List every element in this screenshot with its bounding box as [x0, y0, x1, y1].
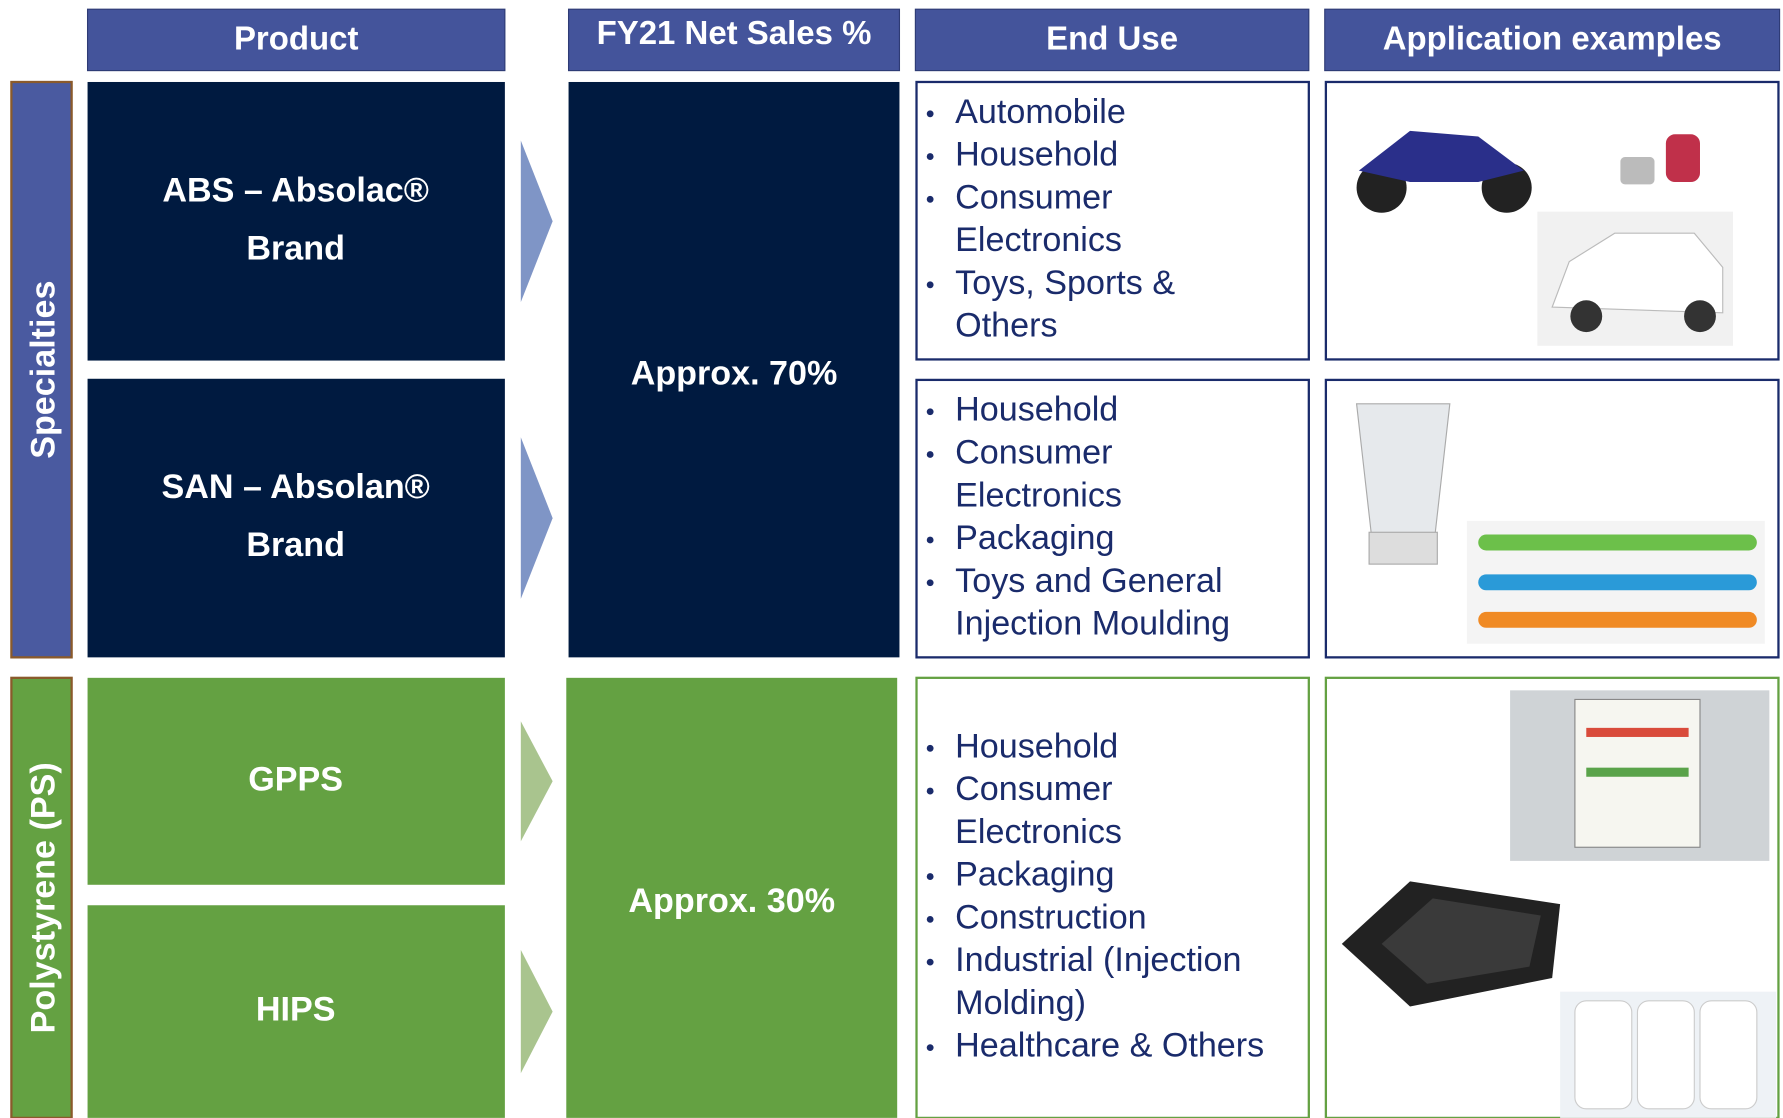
header-cell [914, 8, 1310, 72]
bullet [926, 873, 934, 881]
header-text: End Use [1046, 20, 1178, 57]
end-use-box [915, 80, 1310, 361]
end-use-box [915, 676, 1310, 1118]
bullet [926, 579, 934, 587]
arrow [520, 949, 553, 1074]
mixer-image [1620, 134, 1700, 185]
header-text: Product [234, 20, 359, 57]
product-cell [87, 677, 505, 885]
product-cell [87, 81, 505, 361]
end-use-item: Packaging [955, 856, 1114, 894]
end-use-item: Consumer [955, 770, 1112, 808]
product-name: ABS – Absolac® [162, 171, 428, 209]
bullet [926, 787, 934, 795]
group-side [10, 676, 73, 1118]
group-label: Polystyrene (PS) [25, 762, 63, 1033]
end-use-item: Injection Moulding [955, 605, 1230, 643]
bullet [926, 1044, 934, 1052]
product-name: Brand [246, 526, 345, 564]
end-use-item: Construction [955, 898, 1146, 936]
end-use-item: Electronics [955, 221, 1122, 259]
bullet [926, 408, 934, 416]
arrow [520, 721, 553, 842]
group-label: Specialties [25, 281, 63, 459]
end-use-item: Household [955, 136, 1118, 174]
bullet [926, 195, 934, 203]
header-text: FY21 Net Sales % [597, 14, 872, 51]
fridge-image [1510, 690, 1770, 861]
end-use-item: Consumer [955, 178, 1112, 216]
product-name: SAN – Absolan® [161, 468, 429, 506]
product-images [1341, 130, 1777, 1118]
bullet [926, 281, 934, 289]
net-sales: Approx. 30% [628, 882, 835, 920]
end-use-item: Electronics [955, 476, 1122, 514]
end-use-item: Automobile [955, 93, 1126, 131]
product-cell [87, 905, 505, 1118]
end-use-item: Household [955, 727, 1118, 765]
arrow [520, 437, 553, 599]
net-sales-cell [568, 81, 900, 658]
end-use-item: Household [955, 391, 1118, 429]
arrow [520, 140, 553, 303]
bullet [926, 536, 934, 544]
header-cell [567, 8, 901, 72]
cups-image [1560, 991, 1777, 1118]
product-cell [87, 378, 505, 658]
header-cell [1324, 8, 1781, 72]
end-use-item: Molding) [955, 984, 1086, 1022]
net-sales: Approx. 70% [631, 354, 838, 392]
bullet [926, 451, 934, 458]
product-name: HIPS [256, 991, 336, 1029]
bullet [926, 110, 934, 118]
bullet [926, 744, 934, 752]
bullet [926, 915, 934, 923]
end-use-item: Toys, Sports & [955, 264, 1175, 302]
group-side [10, 80, 73, 659]
bullet [926, 153, 934, 160]
header-cell [86, 8, 506, 72]
end-use-item: Toys and General [955, 562, 1222, 600]
net-sales-cell [566, 677, 898, 1118]
bullet [926, 958, 934, 966]
car-image [1537, 211, 1733, 346]
motorcycle-image [1356, 130, 1532, 213]
end-use-item: Packaging [955, 519, 1114, 557]
product-name: Brand [246, 229, 345, 267]
tray-image [1341, 881, 1561, 1007]
end-use-item: Industrial (Injection [955, 941, 1241, 979]
end-use-box [915, 378, 1310, 659]
product-name: GPPS [248, 760, 343, 798]
pens-image [1466, 520, 1765, 644]
end-use-item: Others [955, 307, 1057, 345]
end-use-item: Healthcare & Others [955, 1027, 1264, 1065]
header-text: Application examples [1383, 20, 1722, 57]
end-use-item: Consumer [955, 434, 1112, 472]
blender-image [1355, 403, 1451, 565]
end-use-item: Electronics [955, 813, 1122, 851]
